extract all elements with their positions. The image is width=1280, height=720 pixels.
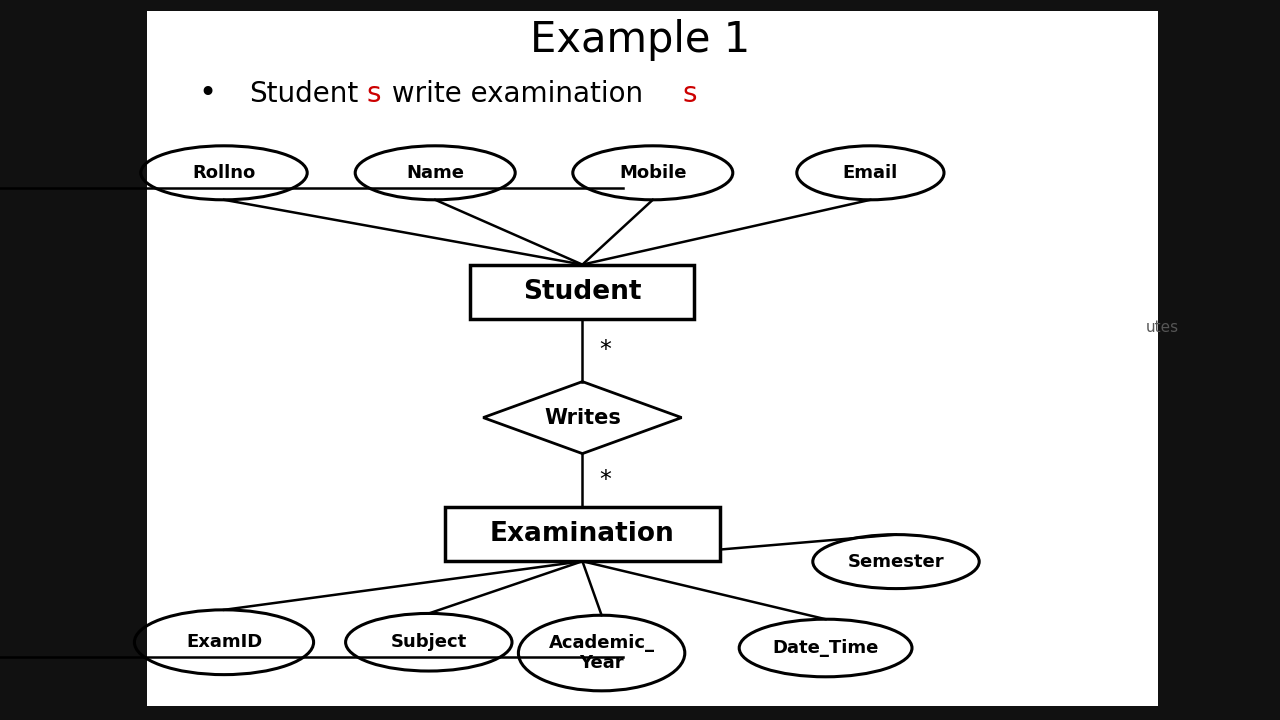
Text: write examination: write examination <box>383 80 643 107</box>
Text: Mobile: Mobile <box>620 163 686 181</box>
Text: *: * <box>599 338 612 362</box>
Text: Writes: Writes <box>544 408 621 428</box>
Text: •: • <box>198 79 216 108</box>
Text: Subject: Subject <box>390 634 467 651</box>
Text: utes: utes <box>1146 320 1179 335</box>
Text: ExamID: ExamID <box>186 634 262 651</box>
Text: Name: Name <box>406 163 465 181</box>
FancyBboxPatch shape <box>445 507 719 562</box>
Text: s: s <box>366 80 380 107</box>
Text: s: s <box>684 80 698 107</box>
Text: Rollno: Rollno <box>192 163 256 181</box>
Text: Semester: Semester <box>847 553 945 570</box>
Text: Academic_
Year: Academic_ Year <box>549 634 654 672</box>
Text: Example 1: Example 1 <box>530 19 750 60</box>
Text: Student: Student <box>250 80 358 107</box>
Text: Email: Email <box>842 163 899 181</box>
Text: Date_Time: Date_Time <box>772 639 879 657</box>
Text: Examination: Examination <box>490 521 675 547</box>
FancyBboxPatch shape <box>471 265 694 318</box>
Text: *: * <box>599 469 612 492</box>
Text: Student: Student <box>524 279 641 305</box>
